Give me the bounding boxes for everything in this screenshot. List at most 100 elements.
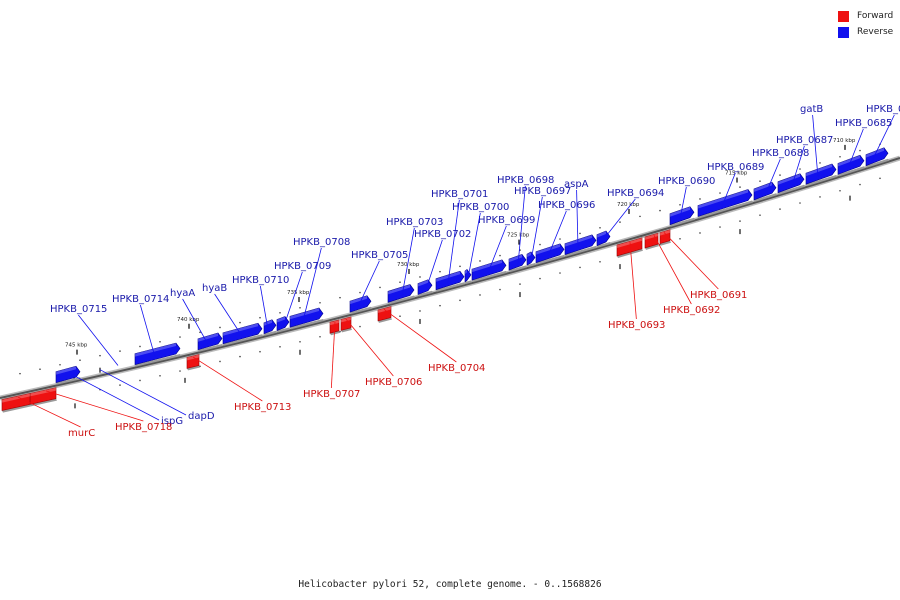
minor-dot	[739, 220, 741, 222]
gene-label: HPKB_0694	[607, 188, 664, 199]
gene-HPKB_0688[interactable]	[753, 181, 777, 202]
gene-HPKB_0690[interactable]	[669, 206, 695, 227]
gene-label: HPKB_0693	[608, 320, 665, 331]
minor-dot	[499, 254, 501, 257]
reverse-swatch	[838, 26, 849, 38]
minor-dot	[199, 331, 201, 334]
minor-dot	[359, 291, 361, 294]
gene-label: HPKB_0687	[776, 135, 833, 146]
gene-HPKB_0693[interactable]	[616, 237, 643, 258]
minor-dot	[819, 162, 821, 164]
gene-hyaB[interactable]	[222, 322, 263, 346]
gene-HPKB_0701[interactable]	[435, 270, 465, 292]
minor-dot	[239, 321, 241, 324]
gene-arrow	[387, 284, 415, 303]
gene-HPKB_0697[interactable]	[526, 251, 536, 268]
minor-dot	[319, 301, 321, 304]
gene-shadow	[198, 343, 223, 352]
gene-shadow	[264, 330, 277, 336]
minor-dot	[119, 384, 121, 386]
gene-track	[1, 147, 889, 413]
gene-arrow	[535, 243, 565, 264]
gene-HPKB_0705[interactable]	[349, 295, 372, 315]
gene-label: HPKB_0703	[386, 217, 443, 228]
gene-HPKB_0703[interactable]	[387, 284, 415, 305]
leader-line	[629, 242, 637, 320]
gene-HPKB_0715[interactable]	[55, 365, 81, 385]
minor-dot	[859, 183, 861, 186]
leader-line	[812, 114, 819, 178]
gene-murC[interactable]	[1, 393, 31, 413]
gene-HPKB_0684[interactable]	[865, 147, 889, 168]
scale-label: 740 kbp	[177, 317, 200, 323]
gene-HPKB_0700[interactable]	[464, 268, 472, 284]
minor-dot	[119, 350, 121, 352]
gene-label: HPKB_0696	[538, 200, 595, 211]
gene-arrow	[55, 365, 81, 384]
gene-shadow	[472, 270, 507, 283]
gene-label: HPKB_0699	[478, 215, 535, 226]
minor-dot	[519, 283, 521, 285]
gene-label: HPKB_0713	[234, 402, 291, 413]
gene-HPKB_0689[interactable]	[697, 189, 753, 219]
gene-highlight	[527, 251, 531, 258]
gene-highlight	[187, 354, 199, 361]
leader-line	[73, 375, 160, 421]
minor-dot	[719, 192, 721, 194]
scale-label: 715 kbp	[725, 171, 748, 177]
gene-shadow	[806, 174, 837, 187]
scale-label: 725 kbp	[507, 233, 530, 239]
gene-HPKB_0714[interactable]	[134, 342, 181, 367]
gene-label: HPKB_0710	[232, 275, 289, 286]
gene-shadow	[838, 166, 865, 177]
gene-highlight	[330, 319, 339, 326]
leader-line	[791, 145, 805, 186]
gene-highlight	[806, 163, 832, 177]
gene-label: aspA	[564, 179, 589, 190]
gene-arrow	[526, 251, 536, 266]
gene-highlight	[472, 259, 502, 273]
gene-shadow	[2, 404, 31, 413]
minor-dot	[579, 266, 581, 269]
gene-arrow	[564, 234, 597, 256]
gene-label: HPKB_0702	[414, 229, 471, 240]
leader-line	[383, 309, 457, 363]
gene-HPKB_0691[interactable]	[659, 229, 671, 246]
minor-dot	[139, 379, 141, 382]
leader-line	[357, 260, 380, 308]
gene-label: HPKB_0688	[752, 148, 809, 159]
gene-label: HPKB_0689	[707, 162, 764, 173]
gene-highlight	[418, 279, 428, 287]
gene-label: HPKB_0691	[690, 290, 747, 301]
minor-dot	[639, 215, 641, 218]
gene-highlight	[56, 366, 76, 375]
minor-dot	[419, 276, 421, 278]
gene-arrow	[222, 322, 263, 345]
gene-HPKB_0706[interactable]	[340, 316, 352, 333]
gene-HPKB_0685[interactable]	[837, 154, 865, 177]
gene-arrow	[134, 342, 181, 365]
gene-highlight	[198, 332, 218, 342]
gene-label: HPKB_0708	[293, 237, 350, 248]
legend-reverse: Reverse	[838, 24, 893, 40]
gene-arrow	[1, 393, 31, 411]
gene-HPKB_0696[interactable]	[535, 243, 565, 265]
gene-label: HPKB_0685	[835, 118, 892, 129]
gene-label: dapD	[188, 411, 215, 422]
gene-arrow	[865, 147, 889, 167]
gene-HPKB_0702[interactable]	[417, 279, 433, 297]
gene-arrow	[435, 270, 465, 291]
gene-gatB[interactable]	[805, 163, 837, 187]
gene-highlight	[617, 237, 642, 248]
gene-label: ispG	[161, 416, 183, 427]
scale-ticks: 710 kbp 715 kbp 720 kbp 725 kbp 730 kbp 735 k…	[19, 138, 881, 409]
gene-aspA[interactable]	[564, 234, 597, 257]
scale-label: 730 kbp	[397, 262, 420, 268]
gene-shadow	[30, 398, 57, 407]
leader-line	[530, 196, 543, 262]
gene-highlight	[223, 323, 258, 336]
gene-shadow	[135, 354, 181, 367]
gene-HPKB_0713[interactable]	[186, 354, 200, 371]
gene-shadow	[617, 248, 643, 258]
minor-dot	[179, 336, 181, 338]
